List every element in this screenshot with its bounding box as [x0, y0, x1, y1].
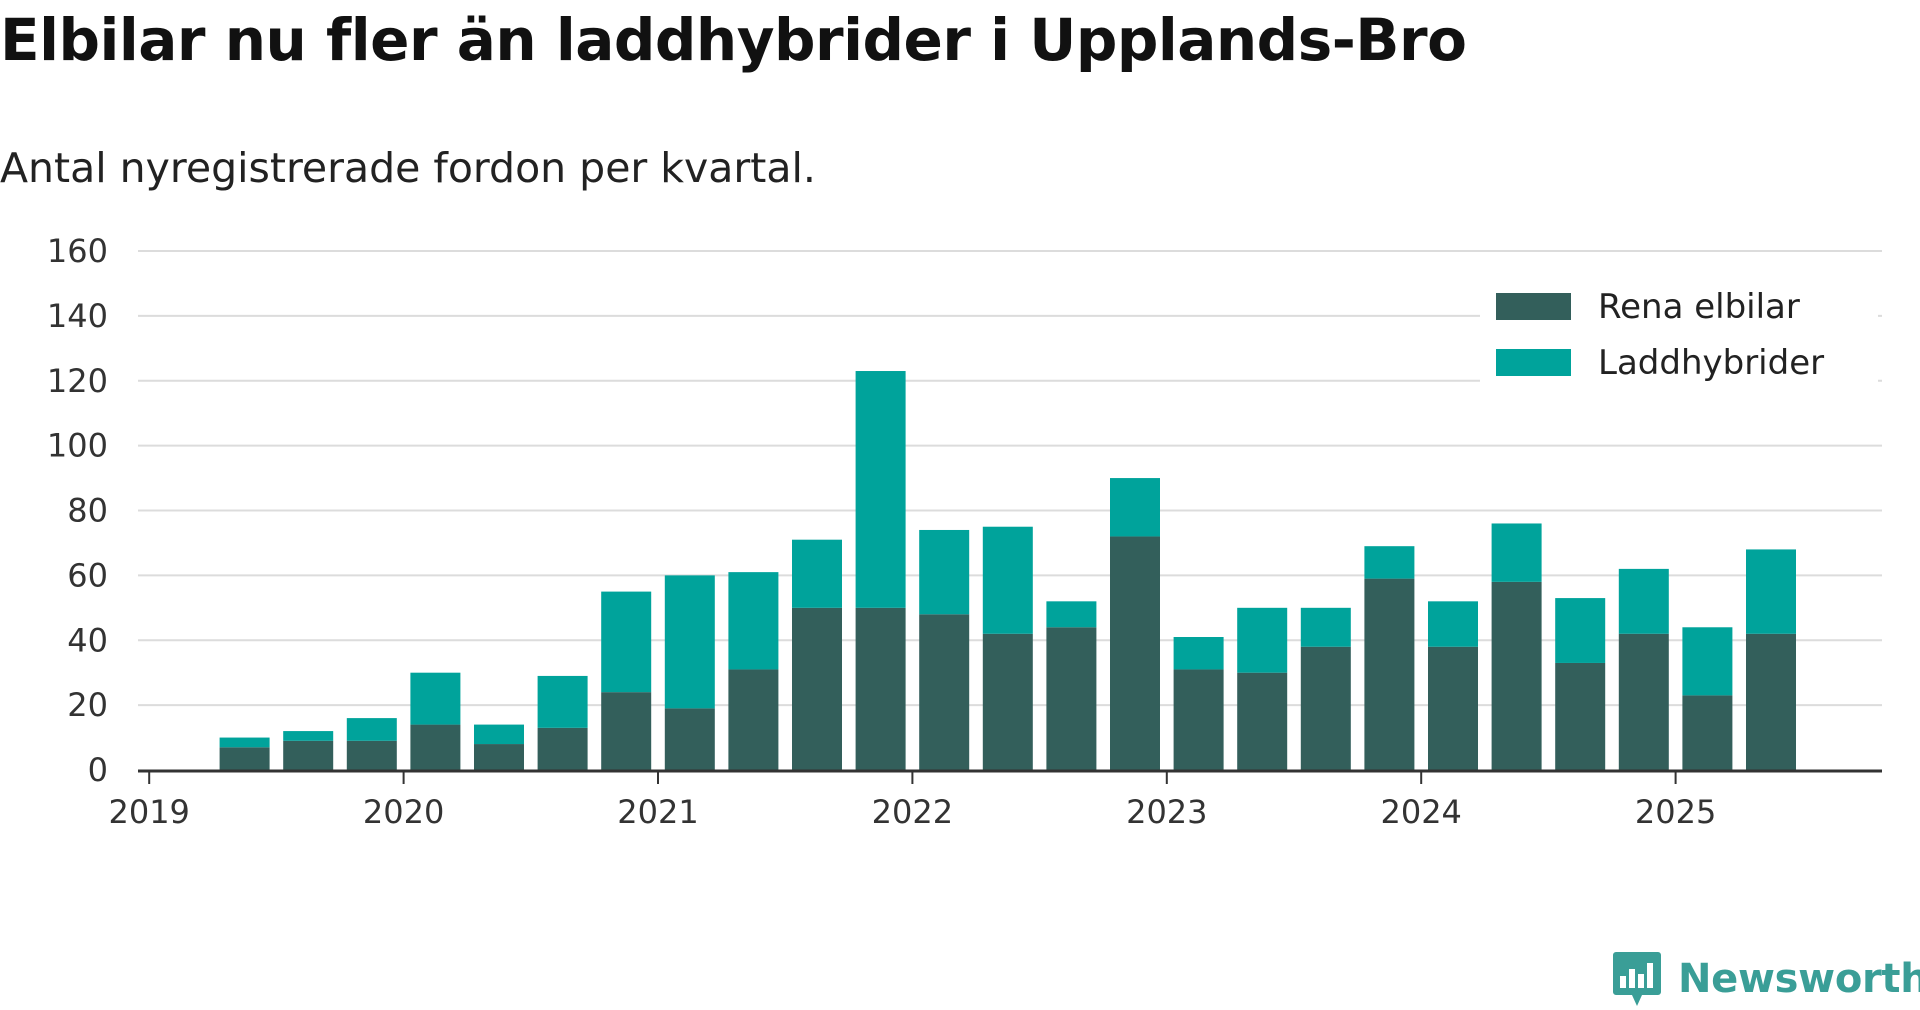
bar-laddhybrider [1682, 627, 1733, 696]
bar-laddhybrider [1237, 607, 1288, 673]
bar-laddhybrider [283, 731, 334, 741]
x-tick-label: 2024 [1380, 793, 1461, 831]
x-tick-label: 2021 [617, 793, 698, 831]
bar-rena-elbilar [919, 614, 970, 770]
bar-rena-elbilar [728, 669, 779, 770]
bar-rena-elbilar [792, 607, 842, 770]
brand-logo: Newsworthy [1612, 950, 1920, 1008]
legend-label: Laddhybrider [1598, 343, 1824, 383]
y-axis-tick-labels: 0 20 40 60 80 100 120 140 160 [47, 232, 108, 789]
bar-rena-elbilar [601, 692, 652, 770]
y-tick-label: 120 [47, 362, 108, 400]
bar-laddhybrider [219, 737, 270, 748]
bar-laddhybrider [1428, 601, 1478, 647]
bar-laddhybrider [474, 724, 524, 745]
bar-rena-elbilar [346, 740, 397, 770]
bars [219, 371, 1796, 770]
bar-laddhybrider [1173, 637, 1224, 670]
bar-laddhybrider [601, 591, 652, 693]
bar-rena-elbilar [1428, 646, 1478, 770]
y-tick-label: 60 [67, 556, 108, 594]
bar-rena-elbilar [1300, 646, 1351, 770]
y-tick-label: 0 [88, 751, 108, 789]
bar-laddhybrider [1046, 601, 1097, 628]
bar-rena-elbilar [283, 740, 334, 770]
bar-rena-elbilar [1491, 581, 1542, 770]
bar-rena-elbilar [982, 633, 1033, 770]
bar-rena-elbilar [1237, 672, 1288, 770]
chart-title: Elbilar nu fler än laddhybrider i Upplan… [0, 6, 1467, 74]
y-tick-label: 160 [47, 232, 108, 270]
y-tick-label: 140 [47, 297, 108, 335]
bar-rena-elbilar [1173, 669, 1224, 770]
bar-rena-elbilar [1682, 695, 1733, 770]
bar-laddhybrider [728, 572, 779, 670]
bar-laddhybrider [410, 672, 461, 725]
bar-rena-elbilar [410, 724, 461, 770]
x-tick-label: 2022 [872, 793, 953, 831]
bar-laddhybrider [1618, 568, 1669, 634]
x-tick-label: 2019 [108, 793, 189, 831]
bar-laddhybrider [1491, 523, 1542, 582]
y-tick-label: 100 [47, 427, 108, 465]
bar-rena-elbilar [1046, 627, 1097, 770]
bar-rena-elbilar [219, 747, 270, 770]
x-tick-label: 2023 [1126, 793, 1207, 831]
bar-rena-elbilar [537, 727, 588, 770]
bar-laddhybrider [1110, 478, 1160, 537]
legend: Rena elbilar Laddhybrider [1480, 287, 1878, 412]
y-tick-label: 40 [67, 621, 108, 659]
brand-name: Newsworthy [1678, 956, 1920, 1002]
bar-laddhybrider [664, 575, 715, 709]
bar-laddhybrider [855, 371, 906, 608]
bar-laddhybrider [792, 539, 842, 608]
bar-rena-elbilar [1746, 633, 1796, 770]
bar-rena-elbilar [1618, 633, 1669, 770]
bar-rena-elbilar [474, 744, 524, 770]
y-tick-label: 80 [67, 492, 108, 530]
legend-label: Rena elbilar [1598, 287, 1800, 327]
bar-laddhybrider [1555, 598, 1606, 663]
bar-laddhybrider [1746, 549, 1796, 634]
x-tick-label: 2020 [363, 793, 444, 831]
bar-rena-elbilar [1110, 536, 1160, 770]
bar-laddhybrider [346, 718, 397, 741]
bar-laddhybrider [1364, 546, 1415, 579]
bar-laddhybrider [537, 675, 588, 728]
legend-swatch [1496, 349, 1571, 376]
bar-rena-elbilar [855, 607, 906, 770]
y-tick-label: 20 [67, 686, 108, 724]
x-tick-label: 2025 [1635, 793, 1716, 831]
newsworthy-logo-icon [1613, 952, 1661, 1006]
legend-swatch [1496, 293, 1571, 320]
bar-rena-elbilar [1364, 578, 1415, 770]
bar-laddhybrider [982, 526, 1033, 634]
bar-rena-elbilar [1555, 662, 1606, 770]
chart-subtitle: Antal nyregistrerade fordon per kvartal. [0, 144, 816, 192]
bar-laddhybrider [1300, 607, 1351, 647]
x-axis: 2019 2020 2021 2022 2023 2024 2025 [108, 769, 1882, 831]
bar-rena-elbilar [664, 708, 715, 770]
bar-laddhybrider [919, 529, 970, 615]
